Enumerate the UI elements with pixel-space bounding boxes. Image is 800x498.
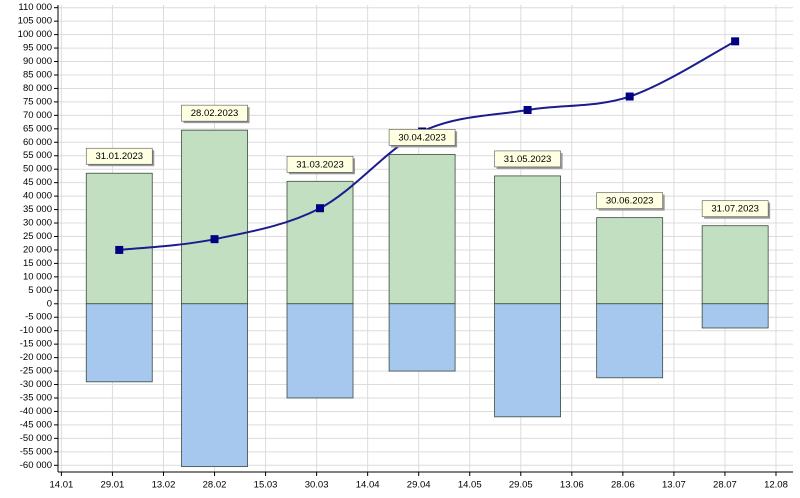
y-tick-label: 60 000 bbox=[23, 137, 52, 148]
y-tick-label: 50 000 bbox=[23, 164, 52, 175]
x-tick-label: 29.04 bbox=[407, 480, 431, 491]
y-tick-label: 10 000 bbox=[23, 271, 52, 282]
bar bbox=[181, 303, 248, 468]
label-box bbox=[85, 147, 153, 165]
y-tick-label: 25 000 bbox=[23, 231, 52, 242]
x-tick-label: 13.06 bbox=[560, 480, 584, 491]
y-tick-label: -40 000 bbox=[20, 406, 52, 417]
label-box bbox=[388, 129, 456, 146]
y-tick-label: 40 000 bbox=[23, 191, 52, 202]
marker bbox=[210, 235, 219, 244]
y-tick-label: 95 000 bbox=[23, 43, 52, 54]
x-tick-label: 12.08 bbox=[764, 480, 788, 491]
bar bbox=[85, 172, 153, 305]
y-tick-label: 80 000 bbox=[23, 83, 52, 94]
date-label: 28.02.2023 bbox=[191, 108, 239, 119]
bar bbox=[388, 153, 456, 305]
y-tick-label: 20 000 bbox=[23, 244, 52, 255]
bar bbox=[596, 303, 664, 379]
bar bbox=[596, 217, 664, 305]
date-label: 31.03.2023 bbox=[296, 159, 344, 170]
y-tick-label: 90 000 bbox=[23, 56, 52, 67]
marker bbox=[523, 105, 532, 114]
date-label: 31.01.2023 bbox=[95, 151, 143, 162]
bar bbox=[494, 175, 561, 305]
y-tick-label: 100 000 bbox=[18, 29, 52, 40]
marker bbox=[316, 204, 325, 213]
bar bbox=[701, 225, 769, 305]
y-tick-label: -30 000 bbox=[20, 379, 52, 390]
bar bbox=[85, 303, 153, 383]
bar bbox=[494, 303, 561, 418]
y-tick-label: 65 000 bbox=[23, 123, 52, 134]
date-label: 31.07.2023 bbox=[711, 204, 759, 215]
y-tick-label: 70 000 bbox=[23, 110, 52, 121]
marker bbox=[115, 245, 124, 254]
y-tick-label: 30 000 bbox=[23, 218, 52, 229]
date-label: 30.04.2023 bbox=[398, 132, 446, 143]
y-tick-label: 45 000 bbox=[23, 177, 52, 188]
x-tick-label: 29.05 bbox=[509, 480, 533, 491]
bar bbox=[701, 303, 769, 329]
y-tick-label: -25 000 bbox=[20, 366, 52, 377]
x-tick-label: 28.02 bbox=[203, 480, 227, 491]
bar bbox=[181, 129, 248, 305]
x-tick-label: 13.07 bbox=[662, 480, 686, 491]
y-tick-label: -20 000 bbox=[20, 352, 52, 363]
label-box bbox=[701, 200, 769, 218]
x-tick-label: 28.06 bbox=[611, 480, 635, 491]
bar bbox=[388, 303, 456, 372]
bar bbox=[286, 303, 354, 399]
y-tick-label: -60 000 bbox=[20, 460, 52, 471]
y-tick-label: -5 000 bbox=[25, 312, 52, 323]
label-box bbox=[596, 192, 663, 209]
date-label: 31.05.2023 bbox=[504, 154, 552, 165]
x-tick-label: 28.07 bbox=[713, 480, 737, 491]
y-tick-label: 55 000 bbox=[23, 150, 52, 161]
y-tick-label: -15 000 bbox=[20, 339, 52, 350]
date-label: 30.06.2023 bbox=[606, 196, 654, 207]
marker bbox=[625, 92, 634, 101]
y-tick-label: -35 000 bbox=[20, 392, 52, 403]
y-tick-label: 75 000 bbox=[23, 96, 52, 107]
x-tick-label: 14.05 bbox=[458, 480, 482, 491]
y-tick-label: 110 000 bbox=[18, 2, 52, 13]
y-tick-label: 85 000 bbox=[23, 69, 52, 80]
y-tick-label: 105 000 bbox=[18, 16, 52, 27]
marker bbox=[731, 37, 740, 46]
y-tick-label: 0 bbox=[47, 298, 52, 309]
label-box bbox=[181, 104, 248, 122]
x-tick-label: 13.02 bbox=[152, 480, 176, 491]
y-tick-label: -55 000 bbox=[20, 446, 52, 457]
y-tick-label: -50 000 bbox=[20, 433, 52, 444]
y-tick-label: -45 000 bbox=[20, 419, 52, 430]
x-tick-label: 15.03 bbox=[254, 480, 278, 491]
x-tick-label: 14.04 bbox=[356, 480, 380, 491]
y-tick-label: -10 000 bbox=[20, 325, 52, 336]
y-tick-label: 35 000 bbox=[23, 204, 52, 215]
bar bbox=[286, 180, 354, 305]
x-tick-label: 14.01 bbox=[50, 480, 74, 491]
label-box bbox=[286, 156, 354, 173]
x-tick-label: 29.01 bbox=[101, 480, 125, 491]
y-tick-label: 5 000 bbox=[28, 285, 52, 296]
x-tick-label: 30.03 bbox=[305, 480, 329, 491]
label-box bbox=[494, 150, 561, 168]
y-tick-label: 15 000 bbox=[23, 258, 52, 269]
